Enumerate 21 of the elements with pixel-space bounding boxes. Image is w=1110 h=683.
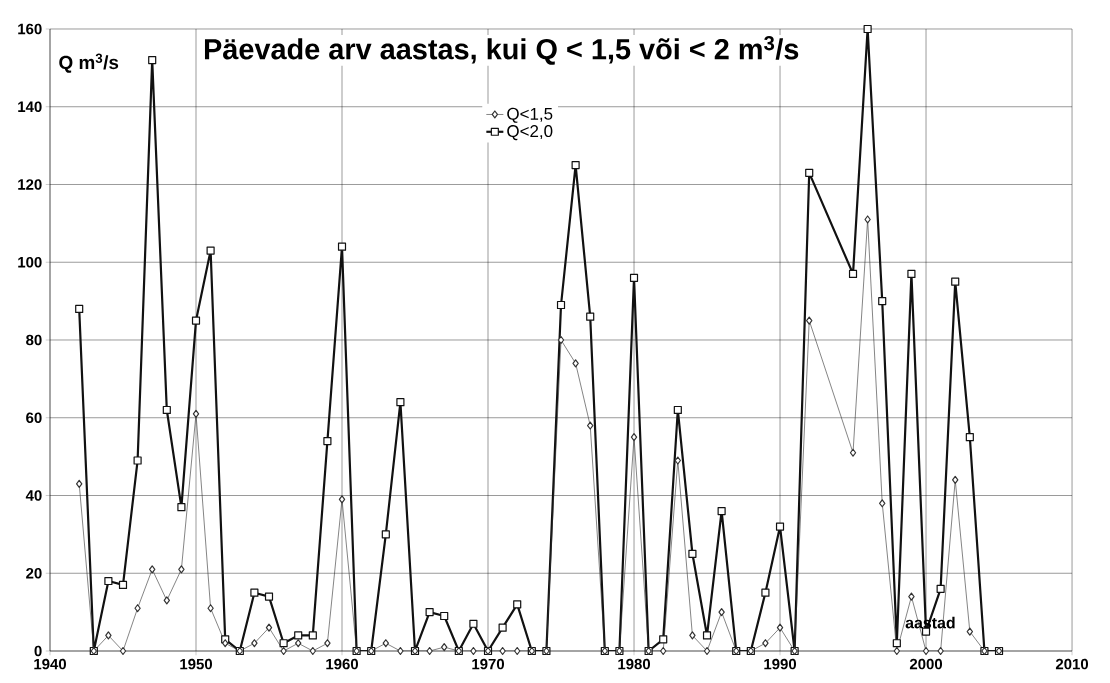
x-tick-label: 1960 — [326, 658, 358, 670]
x-tick-label: 1990 — [764, 658, 797, 670]
x-tick-label: 2010 — [1055, 658, 1089, 670]
legend-label: Q<1,5 — [507, 107, 553, 123]
y-tick-label: 60 — [26, 412, 42, 424]
x-tick-label: 1980 — [618, 658, 651, 670]
y-axis-title: Q m$^{3}$/s — [59, 53, 119, 73]
y-tick-label: 0 — [34, 645, 42, 657]
x-tick-label: 2000 — [909, 658, 943, 670]
x-tick-label: 1940 — [34, 658, 66, 670]
y-tick-label: 40 — [25, 490, 42, 501]
x-tick-label: 1950 — [180, 658, 212, 670]
y-tick-label: 100 — [18, 256, 42, 268]
y-tick-label: 80 — [26, 334, 42, 346]
y-tick-label: 160 — [18, 23, 42, 35]
y-tick-label: 140 — [18, 101, 42, 113]
y-tick-label: 20 — [26, 567, 42, 579]
chart-title: Päevade arv aastas, kui Q < 1,5 või < 2 m$^{3}$/s — [204, 36, 799, 65]
x-tick-label: 1970 — [472, 658, 505, 670]
y-tick-label: 120 — [18, 179, 42, 190]
legend-label: Q<2,0 — [507, 125, 553, 141]
